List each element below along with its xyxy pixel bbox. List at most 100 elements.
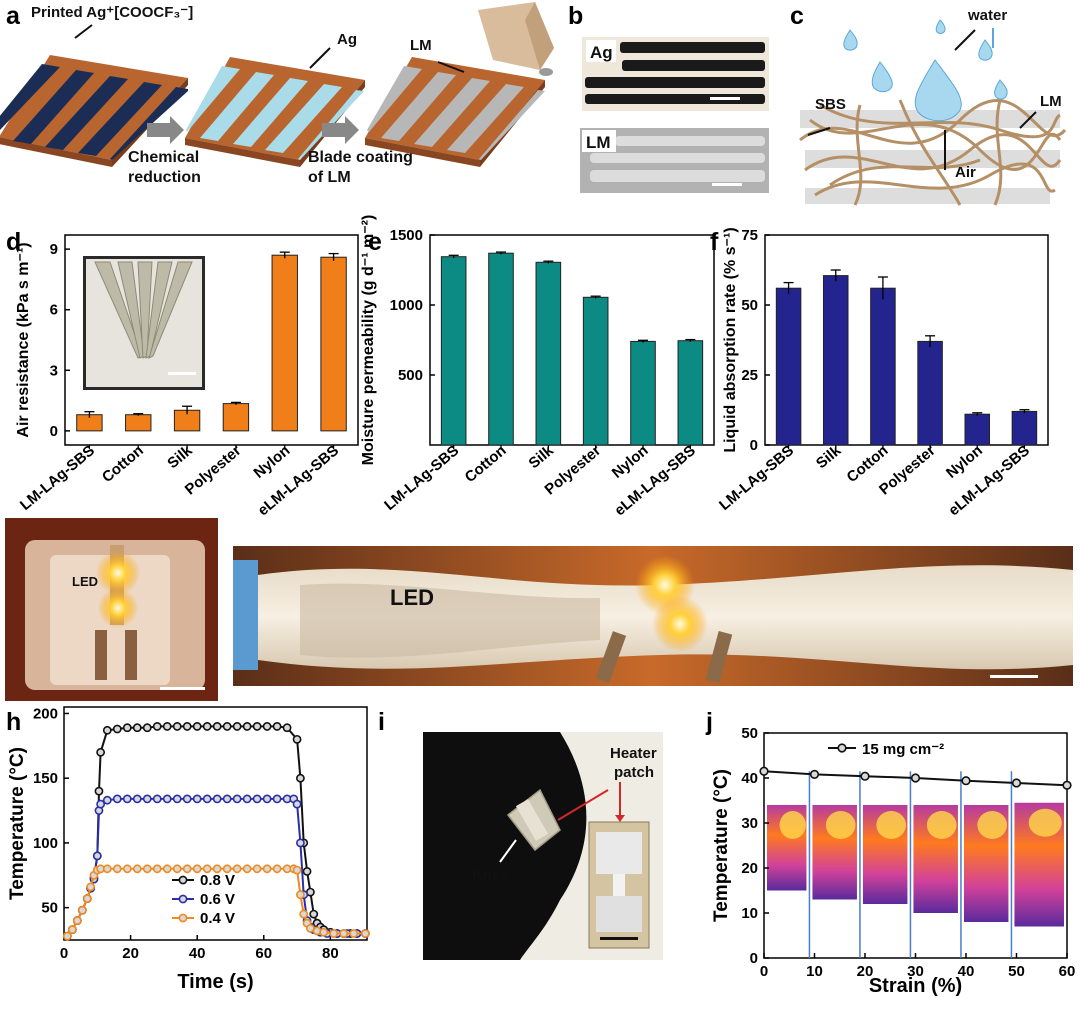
arrow-sbs <box>807 127 831 136</box>
data-point <box>242 722 252 731</box>
label-lm: LM <box>410 37 432 54</box>
led-label-left: LED <box>72 574 98 589</box>
arrow-water <box>954 29 976 51</box>
data-point <box>162 864 172 874</box>
data-point <box>62 931 72 941</box>
data-point <box>142 723 152 733</box>
data-point <box>252 794 262 804</box>
y-tick-label: 0 <box>750 950 758 967</box>
data-point <box>272 794 282 804</box>
x-tick-label: LM-LAg-SBS <box>381 442 462 514</box>
data-point <box>192 722 202 731</box>
y-axis-label: Temperature (°C) <box>711 769 732 922</box>
data-point <box>172 722 182 731</box>
y-tick-label: 0 <box>50 423 58 440</box>
x-tick-label: Cotton <box>99 442 147 486</box>
y-tick-label: 3 <box>50 362 58 379</box>
legend-label: 15 mg cm⁻² <box>862 741 944 758</box>
data-point <box>162 722 172 731</box>
y-axis-label: Moisture permeability (g d⁻¹ m⁻²) <box>360 215 377 466</box>
data-point <box>860 771 870 781</box>
data-point <box>242 864 252 874</box>
label-b-lm: LM <box>586 133 611 152</box>
plot-frame <box>64 234 359 446</box>
panel-label-c: c <box>790 2 804 30</box>
inset-photo-d <box>83 256 205 390</box>
bar <box>870 287 896 446</box>
data-point <box>282 723 292 733</box>
x-tick-label: 60 <box>1059 963 1076 980</box>
x-tick-label: Nylon <box>609 442 652 482</box>
data-point <box>262 722 272 731</box>
data-point <box>152 722 162 731</box>
data-point <box>1011 778 1022 788</box>
scale-bar-b-lm <box>712 183 742 186</box>
data-point <box>222 794 232 804</box>
data-point <box>910 773 921 783</box>
data-point <box>182 794 192 804</box>
data-point <box>961 776 971 786</box>
data-point <box>202 722 212 731</box>
data-point <box>94 786 104 796</box>
data-point <box>112 864 122 874</box>
step1-line2: reduction <box>128 169 201 186</box>
data-point <box>232 722 242 731</box>
bar <box>917 340 943 446</box>
data-point <box>222 864 232 874</box>
x-tick-label: 60 <box>255 945 272 962</box>
data-point <box>296 890 305 900</box>
label-b-ag: Ag <box>590 43 613 62</box>
led-label-right: LED <box>390 585 434 610</box>
label-knee: Knee <box>472 867 509 884</box>
photo-g-right: LED <box>233 546 1073 686</box>
bar <box>222 403 250 432</box>
data-point <box>329 929 339 938</box>
y-tick-label: 10 <box>741 905 758 922</box>
data-point <box>82 894 92 903</box>
panel-i: i Heater patch Knee <box>378 708 663 960</box>
data-point <box>122 723 132 733</box>
x-tick-label: Cotton <box>462 442 510 486</box>
legend-swatch-marker <box>178 913 188 923</box>
x-tick-label: Silk <box>813 442 845 473</box>
arrow-ag <box>309 47 331 69</box>
panel-label-e: e <box>368 228 382 256</box>
x-tick-label: 50 <box>1008 963 1025 980</box>
step2-line2: of LM <box>308 169 351 186</box>
ag-lines <box>585 42 765 104</box>
legend-swatch-marker <box>178 894 188 904</box>
thermal-hotspot <box>876 811 907 839</box>
data-point <box>809 769 820 780</box>
x-axis-label: Strain (%) <box>869 975 962 997</box>
y-tick-label: 6 <box>50 302 58 319</box>
thermal-hotspot <box>977 811 1008 839</box>
data-point <box>192 864 202 874</box>
panel-c: c water <box>790 2 1067 206</box>
thermal-hotspot <box>779 811 806 839</box>
y-tick-label: 25 <box>741 367 758 384</box>
y-tick-label: 200 <box>33 705 58 722</box>
bar <box>630 340 656 446</box>
arrow-heater-2 <box>557 789 609 821</box>
data-point <box>252 722 262 731</box>
y-axis-label: Air resistance (kPa s m⁻¹) <box>15 242 32 437</box>
y-tick-label: 75 <box>741 227 758 244</box>
data-point <box>152 794 162 804</box>
bar <box>677 340 704 446</box>
chart-h: 50 100 150 200 0 20 40 60 80 0.8 V 0.6 V 0.4 V Tempe… <box>7 705 370 993</box>
panel-label-a: a <box>6 2 21 30</box>
arrow-c-lm <box>1019 111 1037 129</box>
label-c-lm: LM <box>1040 93 1062 110</box>
data-point <box>292 865 302 875</box>
data-point <box>162 794 172 804</box>
data-point <box>202 864 212 874</box>
legend-swatch-marker <box>178 875 188 885</box>
sheet-lm <box>365 57 545 167</box>
data-point <box>759 766 769 776</box>
data-point <box>339 929 349 938</box>
data-point <box>222 722 232 731</box>
data-point <box>309 909 319 919</box>
x-tick-label: eLM-LAg-SBS <box>945 442 1033 519</box>
